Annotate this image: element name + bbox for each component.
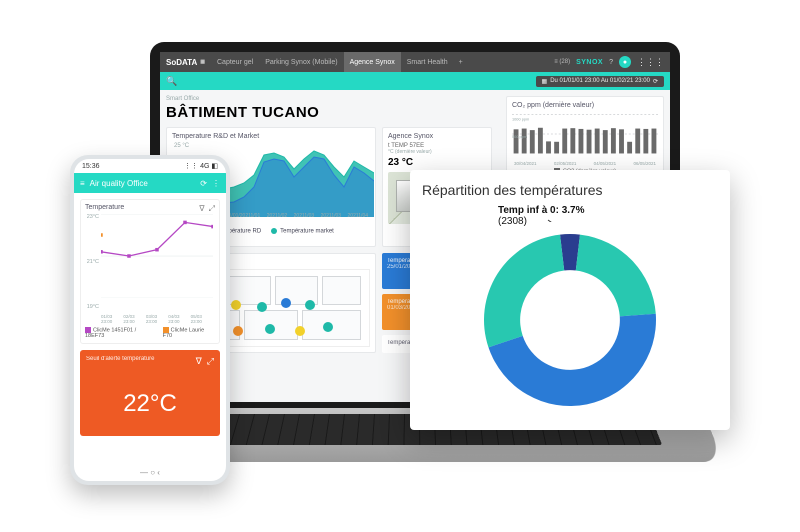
popup-donut: Répartition des températures Temp inf à … [410,170,730,430]
menu-icon[interactable]: ≡ [80,179,85,188]
floor-sensor[interactable] [231,300,241,310]
phone-card-title: Temperature [85,204,215,211]
tab-parking-synox-mobile-[interactable]: Parking Synox (Mobile) [259,52,343,72]
date-range-text: Du 01/01/01 23:00 Au 01/02/21 23:00 [550,78,650,84]
card-co2: CO₂ ppm (dernière valeur) 1000 ppm 500 pp… [506,96,664,176]
alert-value: 22°C [80,390,220,418]
more-icon[interactable]: ⋮ [212,179,220,188]
filter-icon[interactable]: ∇ [199,204,204,214]
tab-agence-synox[interactable]: Agence Synox [344,52,401,72]
phone-mockup: 15:36 ⋮⋮ 4G ◧ ≡ Air quality Office ⟳ ⋮ T… [70,155,230,485]
tempchart-title: Temperature R&D et Market [172,133,370,140]
tab-add[interactable]: + [454,52,468,72]
calendar-icon: ▦ [542,78,548,85]
floor-sensor[interactable] [295,326,305,336]
floor-sensor[interactable] [281,298,291,308]
phone-signal: ⋮⋮ 4G ◧ [184,162,218,170]
svg-text:500 ppm: 500 ppm [512,134,527,139]
tab-capteur-gel[interactable]: Capteur gel [211,52,259,72]
brand-sub-icon: ▦ [200,59,205,65]
phone-screen: 15:36 ⋮⋮ 4G ◧ ≡ Air quality Office ⟳ ⋮ T… [74,159,226,481]
co2-title: CO₂ ppm (dernière valeur) [512,102,658,109]
app-topbar: SoDATA ▦ Capteur gelParking Synox (Mobil… [160,52,670,72]
apps-grid-icon[interactable]: ⋮⋮⋮ [637,57,664,68]
floor-sensor[interactable] [257,302,267,312]
agence-title: Agence Synox [388,133,486,140]
popup-title: Répartition des températures [422,182,718,198]
search-icon[interactable]: 🔍 [166,76,177,87]
search-bar: 🔍 ▦ Du 01/01/01 23:00 Au 01/02/21 23:00 … [160,72,670,90]
help-icon[interactable]: ? [609,59,613,66]
tab-smart-health[interactable]: Smart Health [401,52,454,72]
expand-icon[interactable]: ⤢ [207,356,214,367]
co2-bar-chart: 1000 ppm 500 ppm [512,112,658,156]
phone-clock: 15:36 [82,163,100,170]
donut-chart [465,220,675,420]
tenant-name: SYNOX [576,59,603,66]
brand-text: SoDATA [166,58,197,67]
expand-icon[interactable]: ⤢ [209,204,215,214]
floor-sensor[interactable] [323,322,333,332]
floor-sensor[interactable] [265,324,275,334]
brand-logo[interactable]: SoDATA ▦ [160,58,211,67]
avatar[interactable]: ● [619,56,631,68]
refresh-icon[interactable]: ⟳ [200,179,207,188]
phone-header-title: Air quality Office [90,179,148,188]
date-range-picker[interactable]: ▦ Du 01/01/01 23:00 Au 01/02/21 23:00 ⟳ [536,76,664,87]
filter-icon[interactable]: ∇ [196,356,202,367]
agence-value: 23 °C [388,157,486,168]
phone-alert-tile[interactable]: Seuil d'alerte température ∇ ⤢ 22°C [80,350,220,436]
refresh-icon[interactable]: ⟳ [653,78,658,85]
floor-sensor[interactable] [305,300,315,310]
agence-sub: °C (dernière valeur) [388,149,486,155]
phone-line-chart [101,214,213,298]
phone-nav-dots: — ○ ‹ [74,468,226,477]
floor-sensor[interactable] [233,326,243,336]
phone-status-bar: 15:36 ⋮⋮ 4G ◧ [74,159,226,173]
phone-app-header: ≡ Air quality Office ⟳ ⋮ [74,173,226,193]
count-pill[interactable]: ≡ (28) [554,59,570,65]
phone-card-temperature: Temperature ∇ ⤢ 23°C21°C19°C 01/03 23:00… [80,199,220,344]
svg-text:1000 ppm: 1000 ppm [512,116,529,121]
